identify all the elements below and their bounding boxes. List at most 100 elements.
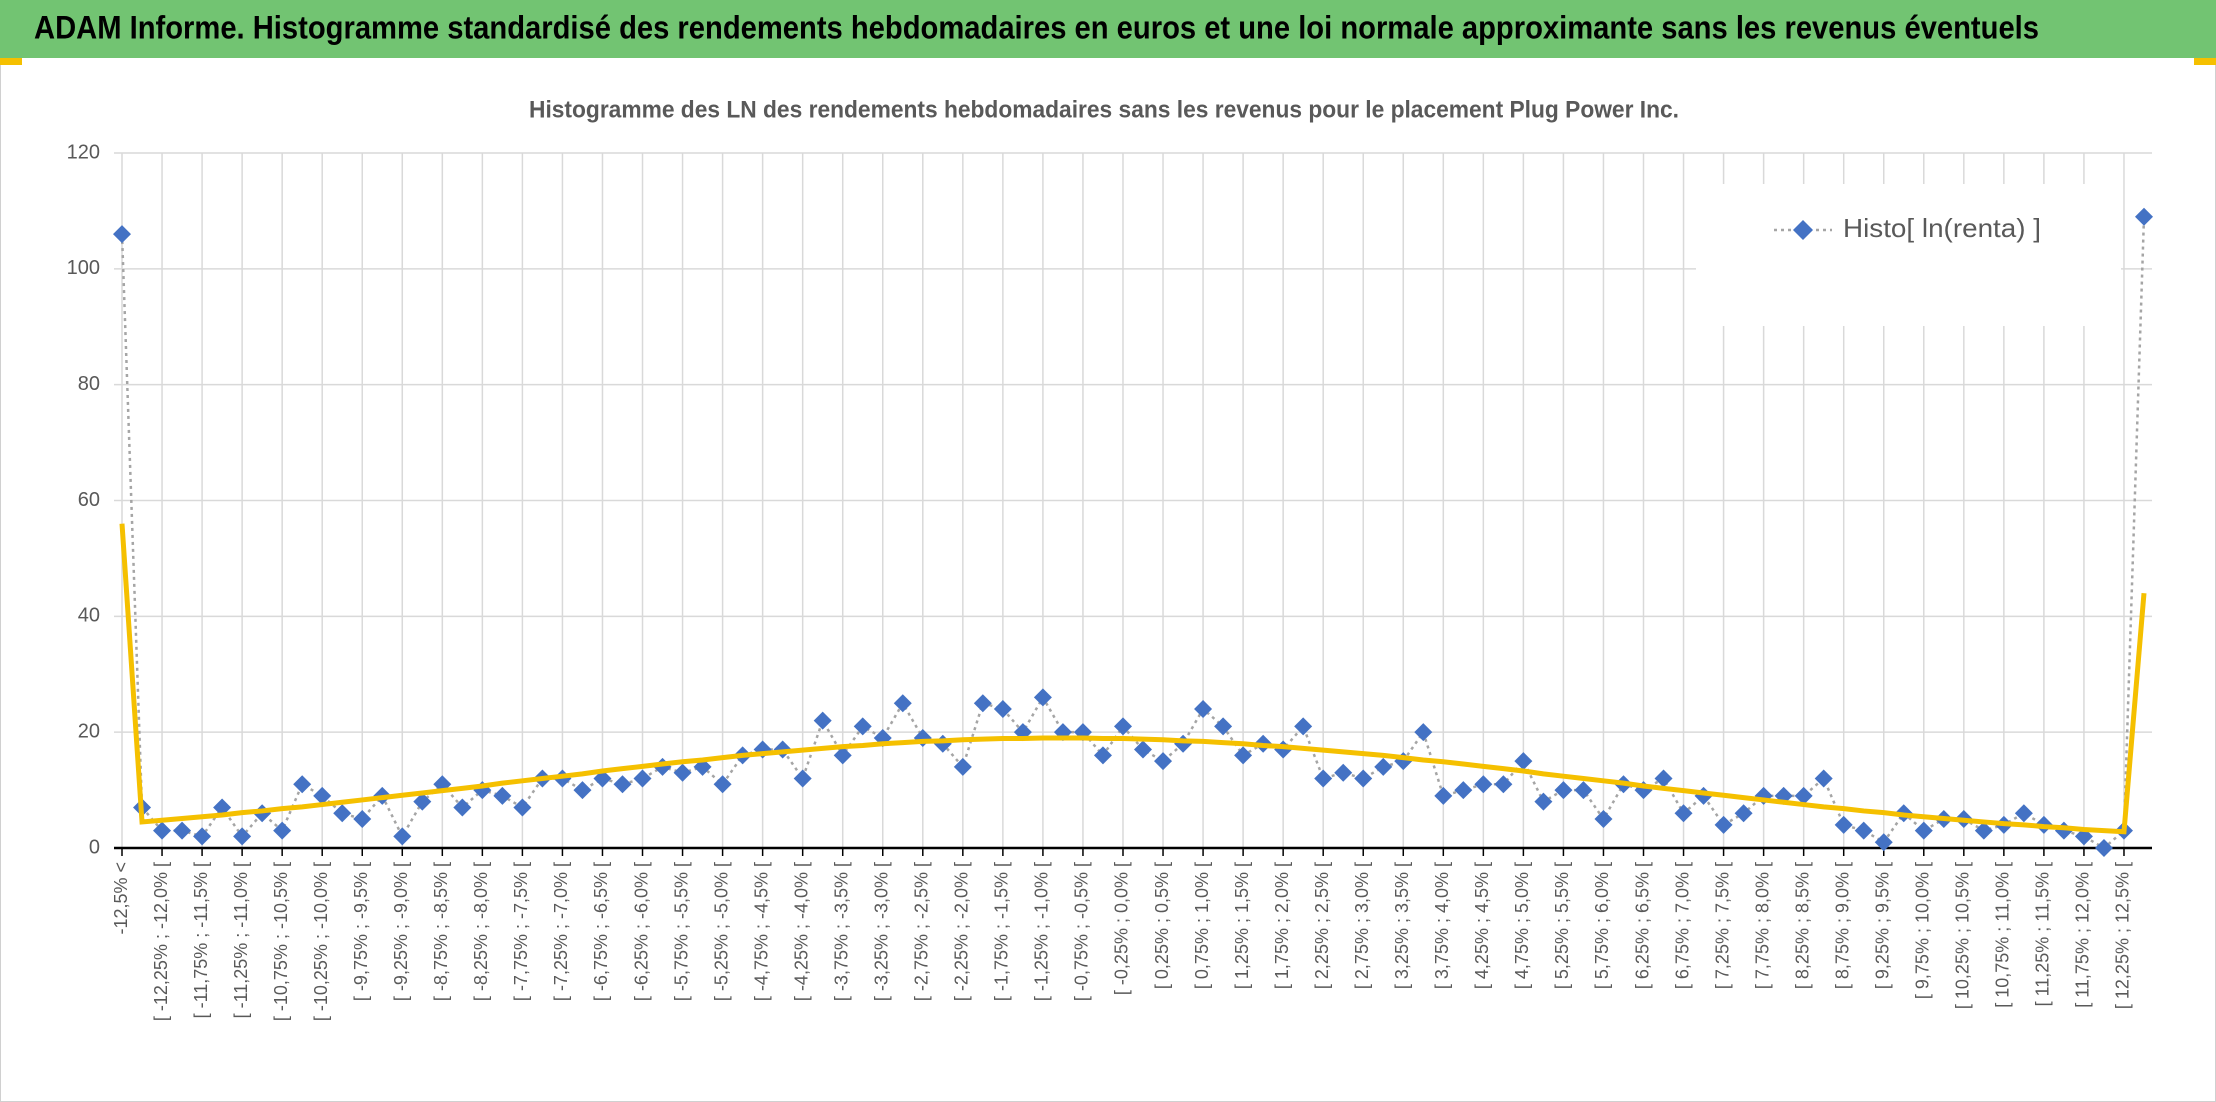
marker — [1214, 717, 1233, 736]
x-tick-label: [ 7,75% ; 8,0% [ — [1752, 862, 1772, 989]
marker — [2135, 207, 2153, 226]
marker — [1814, 769, 1833, 788]
x-tick-label: [ -9,75% ; -9,5% [ — [351, 862, 371, 1001]
marker — [1734, 804, 1753, 823]
marker — [173, 821, 192, 840]
marker — [813, 711, 832, 730]
marker — [673, 763, 692, 782]
x-tick-label: [ -11,75% ; -11,5% [ — [191, 862, 211, 1018]
fit-line — [119, 523, 2147, 835]
x-tick-label: [ 4,75% ; 5,0% [ — [1512, 862, 1532, 989]
marker — [313, 786, 332, 805]
marker — [1113, 717, 1132, 736]
y-tick-label: 80 — [78, 373, 100, 395]
x-tick-label: [ -2,75% ; -2,5% [ — [912, 862, 932, 1001]
marker — [893, 694, 912, 713]
y-tick-label: 100 — [67, 257, 100, 279]
y-tick-label: 60 — [78, 489, 100, 511]
marker — [853, 717, 872, 736]
marker — [1434, 786, 1453, 805]
x-tick-label: [ 6,25% ; 6,5% [ — [1632, 862, 1652, 989]
marker — [153, 821, 172, 840]
marker — [2014, 804, 2033, 823]
y-tick-label: 40 — [78, 605, 100, 627]
marker — [1314, 769, 1333, 788]
marker — [513, 798, 532, 817]
marker — [1674, 804, 1693, 823]
header-bar — [0, 0, 2216, 58]
y-tick-label: 0 — [89, 836, 100, 858]
x-tick-label: [ 9,25% ; 9,5% [ — [1872, 862, 1892, 989]
x-tick-label: [ -1,75% ; -1,5% [ — [992, 862, 1012, 1001]
marker — [333, 804, 352, 823]
x-tick-label: [ -12,25% ; -12,0% [ — [151, 862, 171, 1021]
x-tick-label: [ -8,75% ; -8,5% [ — [431, 862, 451, 1001]
x-tick-label: [ -7,75% ; -7,5% [ — [511, 862, 531, 1001]
y-tick-label: 120 — [67, 141, 100, 163]
marker — [793, 769, 812, 788]
marker — [393, 827, 412, 846]
x-tick-label: [ 8,75% ; 9,0% [ — [1832, 862, 1852, 989]
marker — [2094, 839, 2113, 857]
marker — [1234, 746, 1253, 765]
x-tick-label: [ -9,25% ; -9,0% [ — [391, 862, 411, 1001]
marker — [1914, 821, 1933, 840]
marker — [993, 700, 1012, 718]
x-tick-label: [ 0,75% ; 1,0% [ — [1192, 862, 1212, 989]
marker — [413, 792, 432, 811]
x-tick-label: [ -10,25% ; -10,0% [ — [311, 862, 331, 1021]
x-tick-label: [ 5,75% ; 6,0% [ — [1592, 862, 1612, 989]
x-tick-label: [ 5,25% ; 5,5% [ — [1552, 862, 1572, 989]
marker — [1654, 769, 1673, 788]
marker — [1454, 781, 1473, 800]
marker — [1374, 757, 1393, 776]
marker — [1514, 752, 1533, 771]
marker — [973, 694, 992, 713]
x-tick-label: [ -8,25% ; -8,0% [ — [471, 862, 491, 1001]
x-tick-label: [ 0,25% ; 0,5% [ — [1152, 862, 1172, 989]
marker — [1574, 781, 1593, 800]
marker — [1194, 700, 1213, 718]
x-tick-label: [ -1,25% ; -1,0% [ — [1032, 862, 1052, 1001]
x-tick-label: [ -10,75% ; -10,5% [ — [271, 862, 291, 1021]
marker — [573, 781, 592, 800]
marker — [193, 827, 212, 846]
marker — [353, 810, 372, 829]
x-tick-label: [ 2,25% ; 2,5% [ — [1312, 862, 1332, 989]
x-tick-label: [ -5,25% ; -5,0% [ — [711, 862, 731, 1001]
marker — [1093, 746, 1112, 765]
marker — [1154, 752, 1173, 771]
header-title: ADAM Informe. Histogramme standardisé de… — [34, 9, 2039, 45]
marker — [1334, 763, 1353, 782]
x-tick-label: [ 8,25% ; 8,5% [ — [1792, 862, 1812, 989]
marker — [293, 775, 312, 794]
x-tick-label: [ 1,25% ; 1,5% [ — [1232, 862, 1252, 989]
x-tick-label: [ 12,25% ; 12,5% [ — [2113, 862, 2133, 1009]
marker — [633, 769, 652, 788]
marker — [713, 775, 732, 794]
corner-mark — [2194, 58, 2216, 65]
x-tick-label: [ 10,75% ; 11,0% [ — [1993, 862, 2013, 1008]
chart-title: Histogramme des LN des rendements hebdom… — [529, 96, 1679, 123]
corner-mark — [0, 58, 22, 65]
x-tick-label: [ -0,25% ; 0,0% [ — [1112, 862, 1132, 995]
legend-box — [1696, 184, 2121, 326]
x-tick-label: [ -4,25% ; -4,0% [ — [791, 862, 811, 1001]
x-tick-label: [ 4,25% ; 4,5% [ — [1472, 862, 1492, 989]
marker — [1794, 786, 1813, 805]
x-tick-label: [ 1,75% ; 2,0% [ — [1272, 862, 1292, 989]
marker — [1594, 810, 1613, 829]
x-tick-label: [ -6,75% ; -6,5% [ — [591, 862, 611, 1001]
y-tick-label: 20 — [78, 720, 100, 742]
marker — [1414, 723, 1433, 742]
marker — [613, 775, 632, 794]
marker — [453, 798, 472, 817]
marker — [953, 757, 972, 776]
x-tick-label: [ 2,75% ; 3,0% [ — [1352, 862, 1372, 989]
legend-marker — [1793, 220, 1813, 240]
legend-label: Histo[ ln(renta) ] — [1843, 213, 2041, 243]
x-tick-label: [ 10,25% ; 10,5% [ — [1953, 862, 1973, 1009]
marker — [1294, 717, 1313, 736]
